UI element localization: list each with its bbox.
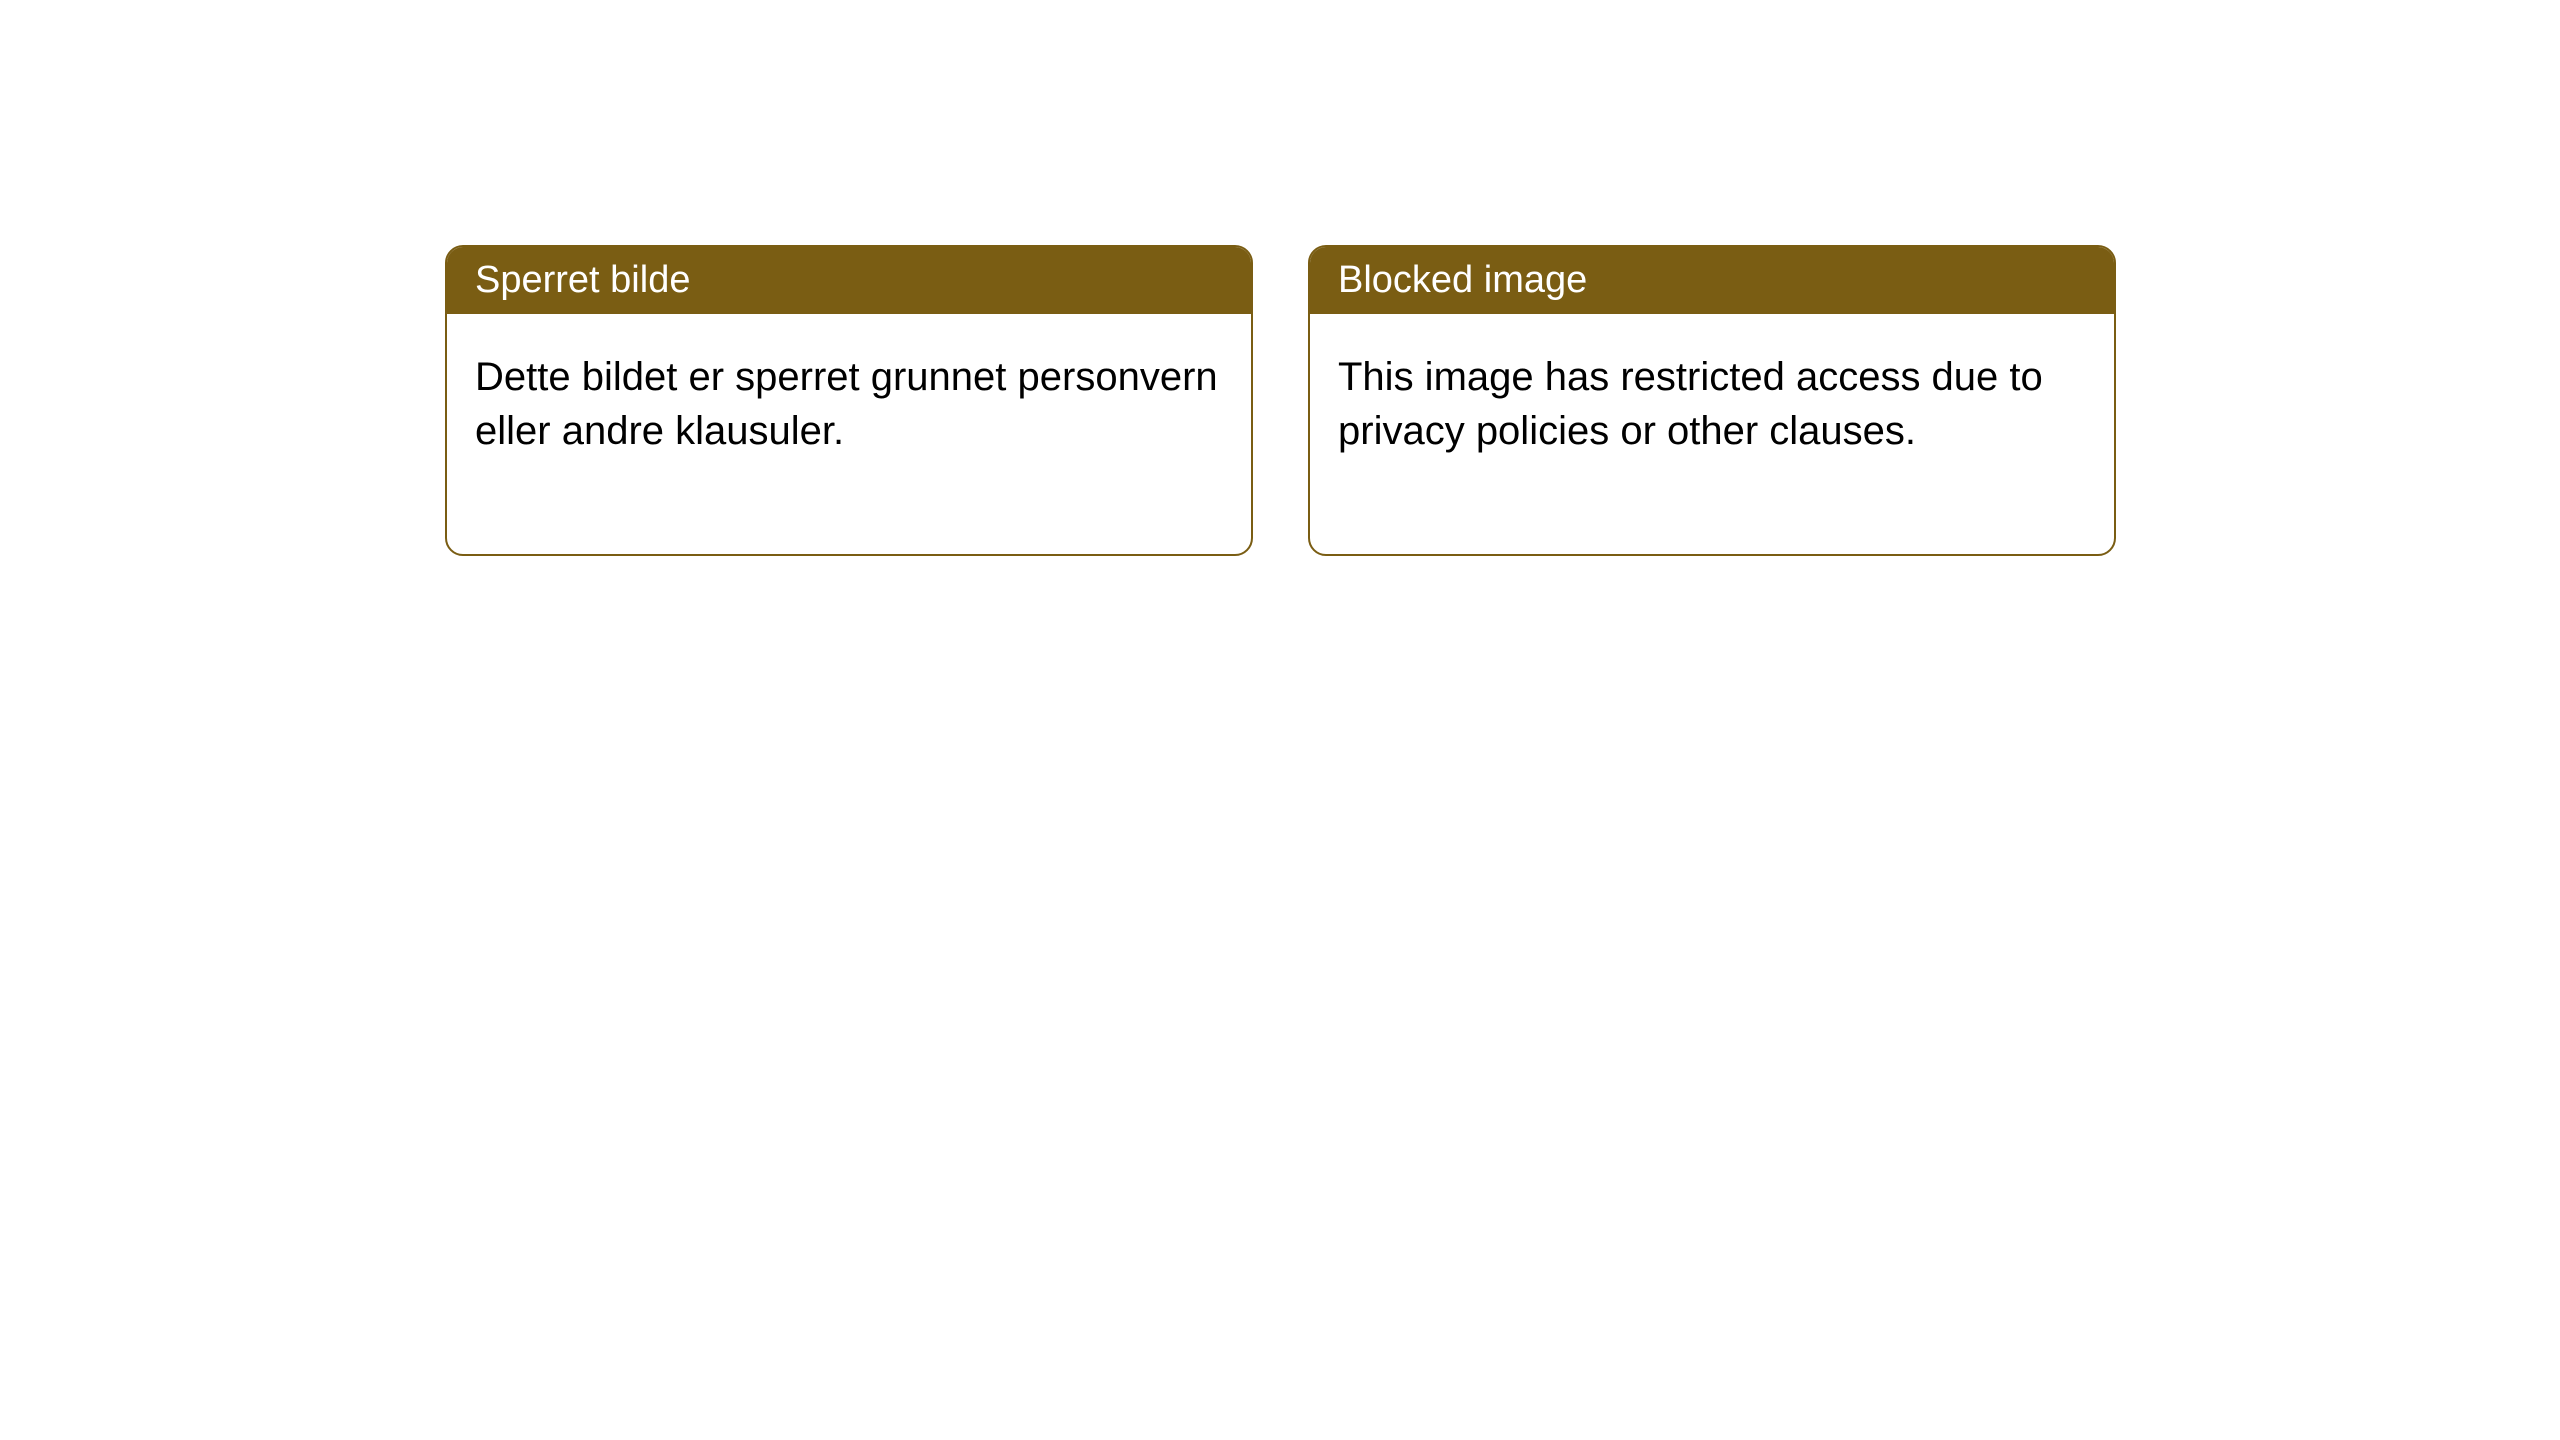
notice-card-english: Blocked image This image has restricted … — [1308, 245, 2116, 556]
card-body-text: Dette bildet er sperret grunnet personve… — [475, 355, 1218, 453]
card-body-text: This image has restricted access due to … — [1338, 355, 2043, 453]
notice-card-norwegian: Sperret bilde Dette bildet er sperret gr… — [445, 245, 1253, 556]
card-header: Blocked image — [1310, 247, 2114, 314]
notice-cards-container: Sperret bilde Dette bildet er sperret gr… — [445, 245, 2116, 556]
card-body: Dette bildet er sperret grunnet personve… — [447, 314, 1251, 554]
card-title: Sperret bilde — [475, 259, 690, 301]
card-header: Sperret bilde — [447, 247, 1251, 314]
card-title: Blocked image — [1338, 259, 1587, 301]
card-body: This image has restricted access due to … — [1310, 314, 2114, 554]
